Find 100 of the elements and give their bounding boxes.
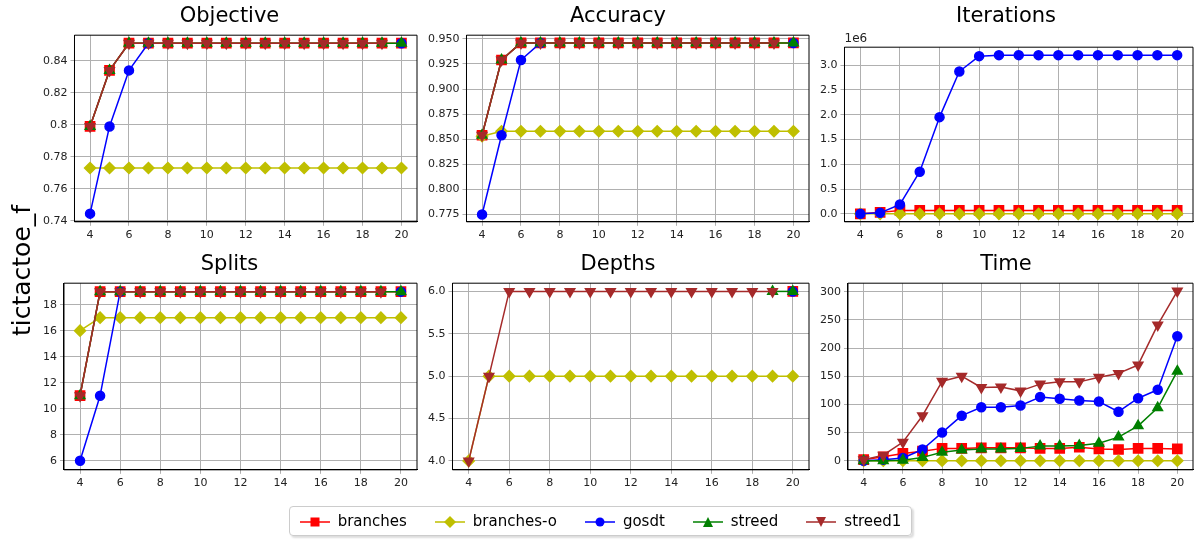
y-tick-label: 1.5: [819, 132, 838, 146]
y-tick-label: 0.74: [42, 213, 68, 227]
y-axis-title: tictactoe_f: [7, 204, 37, 336]
y-tick-label: 0.825: [427, 157, 460, 171]
x-tick-label: 16: [708, 228, 723, 242]
x-tick-label: 16: [704, 476, 719, 490]
x-tick-label: 10: [583, 476, 598, 490]
chart-title: Objective: [179, 3, 280, 28]
x-tick-label: 18: [355, 228, 370, 242]
x-tick-label: 6: [896, 228, 904, 242]
legend-label: branches: [336, 512, 407, 530]
x-tick-label: 20: [786, 228, 801, 242]
chart-title: Time: [979, 251, 1032, 276]
x-tick-label: 14: [277, 228, 292, 242]
chart-title: Depths: [580, 251, 656, 276]
x-tick-label: 12: [623, 476, 638, 490]
x-tick-label: 16: [1090, 228, 1105, 242]
x-tick-label: 20: [1170, 476, 1185, 490]
x-tick-label: 16: [313, 476, 328, 490]
x-tick-label: 12: [233, 476, 248, 490]
x-tick-label: 4: [478, 228, 486, 242]
x-tick-label: 8: [556, 228, 564, 242]
legend-label: branches-o: [471, 512, 557, 530]
x-tick-label: 18: [1130, 228, 1145, 242]
x-tick-label: 14: [273, 476, 288, 490]
y-tick-label: 0.82: [42, 85, 68, 99]
legend-label: gosdt: [621, 512, 665, 530]
y-tick-label: 300: [820, 284, 841, 298]
y-tick-label: 6.0: [427, 284, 446, 298]
y-tick-label: 6: [50, 453, 57, 467]
y-tick-label: 12: [43, 375, 57, 389]
y-tick-label: 0.875: [427, 107, 460, 121]
y-tick-label: 4.0: [427, 453, 446, 467]
x-tick-label: 8: [546, 476, 554, 490]
legend-label: streed1: [843, 512, 902, 530]
text: 1e6: [844, 31, 868, 46]
y-tick-label: 5.0: [427, 369, 446, 383]
x-tick-label: 18: [745, 476, 760, 490]
x-tick-label: 8: [938, 476, 946, 490]
y-tick-label: 0.76: [42, 181, 68, 195]
x-tick-label: 18: [747, 228, 762, 242]
y-tick-label: 16: [43, 323, 57, 337]
y-tick-label: 0.78: [42, 149, 68, 163]
y-tick-label: 250: [820, 312, 841, 326]
x-tick-label: 12: [1013, 476, 1028, 490]
x-tick-label: 6: [517, 228, 525, 242]
x-tick-label: 10: [199, 228, 214, 242]
x-tick-label: 8: [936, 228, 944, 242]
y-tick-label: 18: [43, 297, 57, 311]
x-tick-label: 4: [76, 476, 84, 490]
x-tick-label: 18: [1131, 476, 1146, 490]
x-tick-label: 6: [116, 476, 124, 490]
x-tick-label: 4: [86, 228, 94, 242]
y-tick-label: 0.800: [427, 182, 460, 196]
y-tick-label: 0.950: [427, 31, 460, 45]
x-tick-label: 4: [856, 228, 864, 242]
x-tick-label: 18: [353, 476, 368, 490]
legend-label: streed: [729, 512, 779, 530]
x-tick-label: 4: [860, 476, 868, 490]
x-tick-label: 14: [1051, 228, 1066, 242]
y-tick-label: 0.775: [427, 207, 460, 221]
x-tick-label: 14: [1052, 476, 1067, 490]
y-tick-label: 2.0: [819, 107, 838, 121]
y-tick-label: 0.5: [819, 181, 838, 195]
y-tick-label: 14: [43, 349, 57, 363]
y-tick-label: 1.0: [819, 157, 838, 171]
y-tick-label: 150: [820, 369, 841, 383]
x-tick-label: 6: [125, 228, 133, 242]
y-tick-label: 50: [827, 425, 841, 439]
x-tick-label: 12: [630, 228, 645, 242]
x-tick-label: 4: [465, 476, 473, 490]
chart-title: Splits: [200, 251, 259, 276]
y-tick-label: 4.5: [427, 411, 446, 425]
y-tick-label: 8: [50, 427, 57, 441]
y-tick-label: 5.5: [427, 326, 446, 340]
x-tick-label: 14: [669, 228, 684, 242]
x-tick-label: 14: [664, 476, 679, 490]
x-tick-label: 16: [316, 228, 331, 242]
y-tick-label: 0: [834, 453, 841, 467]
y-tick-label: 10: [43, 401, 57, 415]
y-tick-label: 0.0: [819, 206, 838, 220]
y-tick-label: 2.5: [819, 82, 838, 96]
x-tick-label: 8: [156, 476, 164, 490]
x-tick-label: 8: [164, 228, 172, 242]
x-tick-label: 20: [394, 228, 409, 242]
x-tick-label: 10: [591, 228, 606, 242]
x-tick-label: 16: [1091, 476, 1106, 490]
x-tick-label: 20: [1170, 228, 1185, 242]
y-tick-label: 200: [820, 340, 841, 354]
chart-title: Iterations: [955, 3, 1057, 28]
x-tick-label: 20: [785, 476, 800, 490]
y-tick-label: 0.925: [427, 56, 460, 70]
y-tick-label: 0.900: [427, 81, 460, 95]
x-tick-label: 6: [505, 476, 513, 490]
y-tick-label: 0.84: [42, 53, 68, 67]
x-tick-label: 20: [393, 476, 408, 490]
x-tick-label: 12: [238, 228, 253, 242]
x-tick-label: 6: [899, 476, 907, 490]
x-tick-label: 10: [193, 476, 208, 490]
y-tick-label: 0.850: [427, 132, 460, 146]
